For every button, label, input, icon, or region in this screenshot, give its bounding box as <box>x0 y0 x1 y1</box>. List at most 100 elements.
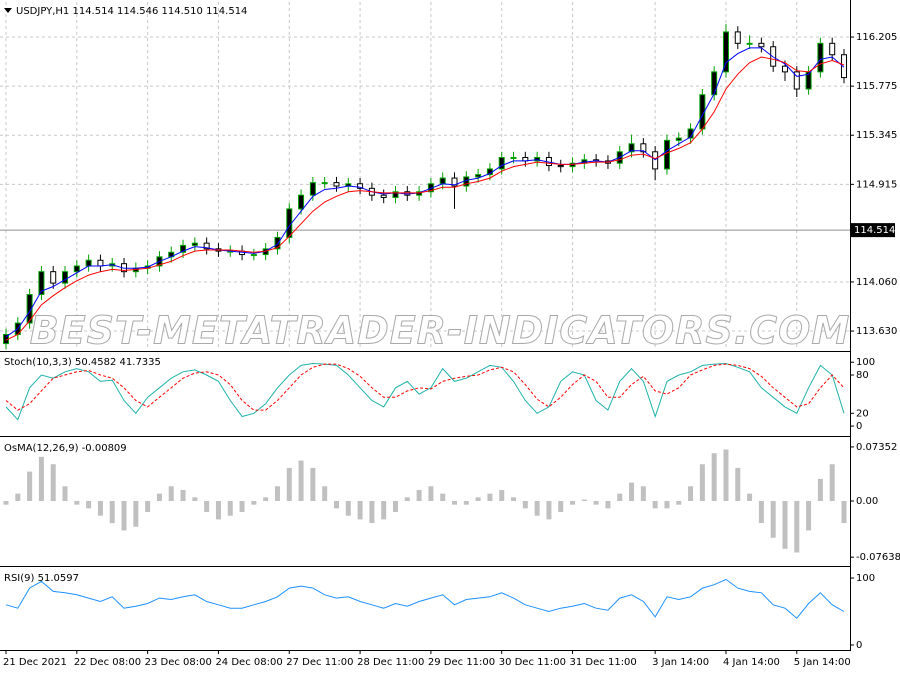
histogram-bar <box>794 501 800 553</box>
histogram-bar <box>782 501 788 549</box>
candle-body <box>675 137 682 141</box>
histogram-bar <box>570 501 576 505</box>
x-tick-label: 23 Dec 08:00 <box>145 657 212 668</box>
histogram-bar <box>723 449 729 501</box>
y-tick-label: 0 <box>856 421 862 432</box>
histogram-bar <box>581 499 587 501</box>
histogram-bar <box>251 501 257 505</box>
y-tick-label: 115.775 <box>856 81 897 92</box>
histogram-bar <box>817 478 823 501</box>
histogram-bar <box>475 497 481 501</box>
candle-body <box>50 271 57 284</box>
histogram-bar <box>735 467 741 501</box>
candle-body <box>26 294 33 324</box>
histogram-bar <box>534 501 540 516</box>
histogram-bar <box>133 501 139 527</box>
histogram-bar <box>215 501 221 520</box>
histogram-bar <box>829 464 835 501</box>
histogram-bar <box>180 489 186 501</box>
histogram-bar <box>357 501 363 520</box>
y-tick-label: 116.205 <box>856 32 897 43</box>
histogram-bar <box>688 486 694 501</box>
y-tick-label: 0 <box>856 640 862 651</box>
candle-body <box>451 177 458 187</box>
histogram-bar <box>322 486 328 501</box>
histogram-bar <box>806 501 812 531</box>
candle-body <box>180 244 187 253</box>
x-tick-label: 24 Dec 08:00 <box>215 657 282 668</box>
y-tick-label: 0.00 <box>856 496 878 507</box>
y-tick-label: 100 <box>856 357 875 368</box>
candle-body <box>628 143 635 153</box>
candle-body <box>793 71 800 90</box>
candle-body <box>510 157 517 160</box>
histogram-bar <box>487 493 493 501</box>
histogram-bar <box>463 501 469 505</box>
x-tick-label: 27 Dec 11:00 <box>286 657 353 668</box>
histogram-bar <box>629 482 635 501</box>
y-tick-label: 20 <box>856 408 869 419</box>
y-tick-label: 0.07352 <box>856 442 897 453</box>
histogram-bar <box>38 456 44 501</box>
histogram-bar <box>286 467 292 501</box>
collapse-icon <box>4 8 12 13</box>
candle-body <box>274 236 281 250</box>
candle-body <box>191 242 198 246</box>
histogram-bar <box>711 453 717 501</box>
x-tick-label: 29 Dec 11:00 <box>428 657 495 668</box>
candle-body <box>73 265 80 273</box>
candle-body <box>734 31 741 44</box>
histogram-bar <box>50 464 56 501</box>
marks-layer <box>3 23 847 619</box>
histogram-bar <box>145 501 151 513</box>
histogram-bar <box>593 501 599 505</box>
histogram-bar <box>676 501 682 505</box>
candle-body <box>534 157 541 162</box>
x-tick-label: 4 Jan 14:00 <box>723 657 780 668</box>
histogram-bar <box>747 493 753 501</box>
candle-body <box>640 143 647 153</box>
histogram-bar <box>770 501 776 538</box>
histogram-bar <box>310 467 316 501</box>
candle-body <box>321 182 328 185</box>
histogram-bar <box>74 501 80 505</box>
indicator-title: Stoch(10,3,3) 50.4582 41.7335 <box>4 357 161 368</box>
candle-body <box>309 182 316 196</box>
candle-body <box>85 259 92 267</box>
candle-body <box>250 254 257 257</box>
candle-body <box>203 242 210 250</box>
histogram-bar <box>699 464 705 501</box>
x-tick-label: 5 Jan 14:00 <box>794 657 851 668</box>
histogram-bar <box>605 501 611 509</box>
candle-body <box>781 65 788 73</box>
histogram-bar <box>369 501 375 524</box>
x-tick-label: 28 Dec 11:00 <box>357 657 424 668</box>
candle-body <box>439 177 446 185</box>
frame <box>0 0 851 651</box>
histogram-bar <box>333 501 339 509</box>
histogram-bar <box>440 493 446 501</box>
candle-body <box>711 71 718 96</box>
candle-body <box>298 194 305 210</box>
y-tick-label: 80 <box>856 370 869 381</box>
candle-body <box>38 271 45 296</box>
histogram-bar <box>392 501 398 513</box>
histogram-bar <box>428 486 434 501</box>
candle-body <box>380 194 387 198</box>
indicator-title: OsMA(12,26,9) -0.00809 <box>4 443 127 454</box>
histogram-bar <box>452 501 458 505</box>
candle-body <box>498 157 505 170</box>
candle-body <box>475 174 482 178</box>
histogram-bar <box>558 501 564 513</box>
histogram-bar <box>227 501 233 516</box>
histogram-bar <box>617 493 623 501</box>
candle-body <box>62 271 69 284</box>
moving-average <box>5 47 845 338</box>
y-tick-label: 114.060 <box>856 277 897 288</box>
histogram-bar <box>27 471 33 501</box>
histogram-bar <box>499 489 505 501</box>
histogram-bar <box>121 501 127 531</box>
x-tick-label: 3 Jan 14:00 <box>652 657 709 668</box>
candle-body <box>333 182 340 187</box>
